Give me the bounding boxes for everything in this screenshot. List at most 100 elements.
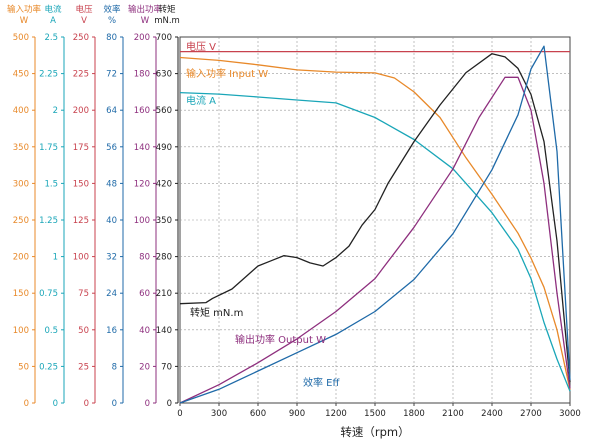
- y-tick-label: 200: [134, 33, 150, 43]
- y-tick-label: 100: [13, 326, 29, 336]
- y-tick-label: 0.75: [39, 289, 58, 299]
- y-tick-label: 350: [13, 143, 29, 153]
- y-tick-label: 72: [106, 70, 117, 80]
- x-tick-label: 2400: [481, 409, 503, 419]
- y-tick-label: 1.75: [39, 143, 58, 153]
- y-tick-label: 0: [145, 399, 150, 409]
- y-axis-title: 输入功率: [7, 4, 42, 15]
- series-label: 输入功率 Input W: [186, 67, 268, 80]
- y-tick-label: 24: [106, 289, 117, 299]
- y-tick-label: 280: [156, 253, 172, 263]
- y-axis-title: 转矩: [158, 4, 176, 15]
- y-tick-label: 1.25: [39, 216, 58, 226]
- y-tick-label: 250: [13, 216, 29, 226]
- plot-background: [179, 36, 571, 404]
- y-tick-label: 25: [78, 362, 89, 372]
- x-axis-label: 转速（rpm）: [340, 425, 409, 439]
- series-labels: 电压 V 输入功率 Input W 电流 A 转矩 mN.m 输出功率 Output W…: [186, 40, 340, 389]
- y-tick-label: 1: [53, 253, 58, 263]
- y-axis-current: 电流A 2.5 2.25 2 1.75 1.5 1.25 1 0.75 0.5 0.25 0: [39, 4, 65, 409]
- y-tick-label: 120: [134, 179, 150, 189]
- x-tick-label: 2100: [442, 409, 464, 419]
- y-tick-label: 420: [156, 179, 172, 189]
- series-label: 电压 V: [186, 40, 216, 53]
- y-axis-title: 电流: [44, 4, 62, 15]
- y-tick-label: 0: [53, 399, 58, 409]
- y-tick-label: 225: [73, 70, 89, 80]
- y-tick-label: 80: [139, 253, 150, 263]
- y-axis-unit: %: [108, 16, 116, 26]
- series-line: [179, 56, 571, 390]
- series-line: [179, 53, 571, 383]
- x-tick-label: 1800: [403, 409, 425, 419]
- y-axis-unit: A: [50, 16, 56, 26]
- y-tick-label: 200: [73, 106, 89, 116]
- series-label: 转矩 mN.m: [190, 306, 243, 319]
- x-tick-label: 2700: [520, 409, 542, 419]
- series-line: [179, 76, 571, 404]
- y-tick-label: 450: [13, 70, 29, 80]
- series-label: 输出功率 Output W: [235, 333, 326, 346]
- y-tick-label: 2.5: [44, 33, 58, 43]
- y-tick-label: 500: [13, 33, 29, 43]
- y-tick-label: 140: [156, 326, 172, 336]
- y-tick-label: 20: [139, 362, 150, 372]
- y-tick-label: 700: [156, 33, 172, 43]
- y-tick-label: 630: [156, 70, 172, 80]
- y-axis-title: 输出功率: [128, 4, 163, 15]
- y-tick-label: 0: [112, 399, 117, 409]
- y-tick-label: 350: [156, 216, 172, 226]
- x-tick-label: 900: [289, 409, 305, 419]
- y-tick-label: 160: [134, 106, 150, 116]
- y-tick-label: 64: [106, 106, 117, 116]
- y-tick-label: 2: [53, 106, 58, 116]
- series-line: [179, 45, 571, 404]
- y-tick-label: 200: [13, 253, 29, 263]
- y-tick-label: 150: [13, 289, 29, 299]
- y-tick-label: 0.5: [44, 326, 58, 336]
- x-tick-label: 1200: [325, 409, 347, 419]
- y-tick-label: 1.5: [44, 179, 58, 189]
- y-tick-label: 80: [106, 33, 117, 43]
- x-tick-label: 3000: [559, 409, 581, 419]
- y-tick-label: 8: [112, 362, 117, 372]
- y-axis-unit: W: [20, 16, 29, 26]
- y-tick-label: 2.25: [39, 70, 58, 80]
- y-tick-label: 60: [139, 289, 150, 299]
- y-axis-title: 效率: [103, 4, 121, 15]
- y-axes: 输入功率W500450400350300250200150100500电流A2.…: [7, 4, 180, 409]
- y-tick-label: 150: [73, 179, 89, 189]
- series-label: 效率 Eff: [303, 376, 340, 389]
- y-tick-label: 48: [106, 179, 117, 189]
- y-tick-label: 32: [106, 253, 117, 263]
- y-tick-label: 490: [156, 143, 172, 153]
- y-tick-label: 140: [134, 143, 150, 153]
- y-tick-label: 50: [18, 362, 29, 372]
- series-label: 电流 A: [186, 94, 216, 107]
- y-axis-unit: mN.m: [154, 16, 180, 26]
- y-tick-label: 50: [78, 326, 89, 336]
- y-axis-title: 电压: [75, 4, 93, 15]
- x-tick-label: 600: [250, 409, 266, 419]
- y-tick-label: 40: [139, 326, 150, 336]
- y-tick-label: 56: [106, 143, 117, 153]
- y-tick-label: 0: [167, 399, 172, 409]
- series-lines: [179, 45, 571, 404]
- y-axis-unit: W: [141, 16, 150, 26]
- y-tick-label: 175: [73, 143, 89, 153]
- y-tick-label: 100: [134, 216, 150, 226]
- y-tick-label: 75: [78, 289, 89, 299]
- y-tick-label: 0.25: [39, 362, 58, 372]
- plot-area: 电压 V 输入功率 Input W 电流 A 转矩 mN.m 输出功率 Output W…: [179, 36, 571, 404]
- y-tick-label: 16: [106, 326, 117, 336]
- y-tick-label: 180: [134, 70, 150, 80]
- x-axis: 0 300 600 900 1200 1500 1800 2100 2400 2700 3000: [177, 403, 581, 419]
- series-line: [179, 91, 571, 392]
- y-axis-unit: V: [81, 16, 87, 26]
